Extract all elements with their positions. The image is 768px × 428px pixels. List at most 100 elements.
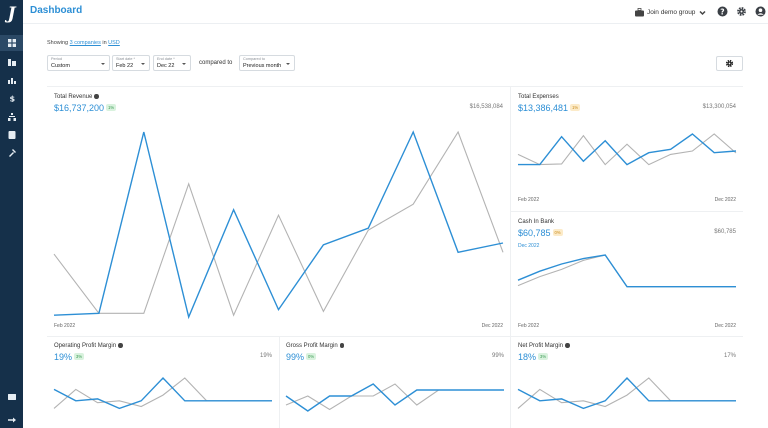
expenses-line-chart[interactable]: [517, 133, 737, 168]
join-demo-group-label: Join demo group: [647, 8, 696, 16]
briefcase-icon: [635, 7, 644, 16]
dollar-icon: $: [9, 94, 15, 102]
comparison-value: $13,300,054: [702, 104, 736, 110]
divider: [511, 211, 743, 212]
join-demo-group-button[interactable]: Join demo group: [635, 4, 711, 20]
gear-icon[interactable]: [736, 6, 747, 17]
current-period-line[interactable]: [53, 130, 504, 320]
change-badge: 3%: [538, 353, 549, 360]
comparison-period-line[interactable]: [517, 377, 736, 409]
app-logo[interactable]: J: [7, 4, 16, 24]
compared-to-select[interactable]: Compared to Previous month: [239, 55, 295, 71]
operating-profit-margin-card[interactable]: Operating Profit Margin 19% 3% 19%: [53, 343, 272, 428]
sidebar-item-tools[interactable]: [0, 145, 23, 161]
operating-margin-line-chart[interactable]: [53, 376, 272, 416]
comparison-value: $60,785: [714, 229, 736, 235]
divider: [47, 86, 743, 87]
showing-prefix: Showing: [47, 40, 69, 46]
start-date-select[interactable]: Start date * Feb 22: [112, 55, 150, 71]
change-badge: 1%: [570, 104, 581, 111]
card-value: 19% 3%: [54, 352, 85, 362]
logout-icon: [7, 417, 16, 423]
sidebar-item-charts[interactable]: [0, 72, 23, 88]
sidebar-item-logout[interactable]: [0, 412, 23, 428]
cash-in-bank-card[interactable]: Cash In Bank $60,785 0% $60,785 Dec 2022 …: [517, 219, 736, 329]
current-period-line[interactable]: [285, 383, 504, 412]
comparison-period-line[interactable]: [517, 133, 737, 166]
gross-profit-margin-card[interactable]: Gross Profit Margin 99% 0% 99%: [285, 343, 504, 428]
dashboard-settings-button[interactable]: [716, 56, 743, 71]
revenue-line-chart[interactable]: [53, 130, 504, 320]
companies-link[interactable]: 3 companies: [69, 40, 101, 46]
svg-text:$: $: [9, 94, 15, 102]
sidebar-item-inbox[interactable]: [0, 389, 23, 405]
end-date-label: End date *: [157, 57, 175, 61]
compared-to-label: Compared to: [243, 57, 265, 61]
cash-line-chart[interactable]: [517, 254, 736, 291]
card-value: 99% 0%: [286, 352, 317, 362]
showing-text: Showing 3 companies in USD: [47, 40, 120, 46]
current-period-line[interactable]: [518, 133, 737, 166]
change-badge: 1%: [106, 104, 117, 111]
end-date-value: Dec 22: [157, 63, 175, 69]
period-select-value: Custom: [51, 63, 70, 69]
caret-down-icon: [141, 63, 145, 65]
sidebar-item-network[interactable]: [0, 109, 23, 125]
x-axis-start-label: Feb 2022: [54, 323, 76, 329]
info-icon[interactable]: [118, 343, 123, 348]
help-icon[interactable]: ?: [717, 6, 728, 17]
info-icon[interactable]: [565, 343, 570, 348]
caret-down-icon: [286, 63, 290, 65]
compared-to-value: Previous month: [243, 63, 282, 69]
current-period-line[interactable]: [517, 376, 736, 410]
caret-down-icon: [182, 63, 186, 65]
current-period-line[interactable]: [517, 254, 736, 288]
balance-date: Dec 2022: [518, 243, 540, 249]
card-title: Gross Profit Margin: [286, 343, 345, 349]
card-value: $60,785 0%: [518, 228, 563, 238]
comparison-value: 17%: [723, 353, 736, 359]
divider: [510, 86, 511, 428]
period-select[interactable]: Period Custom: [47, 55, 110, 71]
net-profit-margin-card[interactable]: Net Profit Margin 18% 3% 17%: [517, 343, 736, 428]
change-badge: 0%: [552, 229, 563, 236]
caret-down-icon: [101, 63, 105, 65]
account-icon[interactable]: [755, 6, 766, 17]
total-revenue-card[interactable]: Total Revenue $16,737,200 1% $16,538,084 …: [53, 94, 504, 329]
compared-to-text: compared to: [199, 60, 233, 66]
current-period-line[interactable]: [53, 376, 272, 410]
end-date-select[interactable]: End date * Dec 22: [153, 55, 191, 71]
x-axis-end-label: Dec 2022: [481, 323, 503, 329]
info-icon[interactable]: [339, 343, 345, 348]
card-value: $16,737,200 1%: [54, 103, 117, 113]
card-title: Total Revenue: [54, 94, 99, 100]
start-date-value: Feb 22: [116, 63, 134, 69]
chevron-down-icon: [699, 10, 706, 15]
sidebar-item-reports[interactable]: [0, 54, 23, 70]
info-icon[interactable]: [94, 94, 99, 99]
sidebar-item-dashboard[interactable]: [0, 35, 23, 51]
start-date-label: Start date *: [116, 57, 135, 61]
gross-margin-line-chart[interactable]: [285, 383, 504, 414]
top-bar: Dashboard Join demo group ?: [23, 0, 768, 24]
comparison-period-line[interactable]: [53, 130, 504, 317]
comparison-value: 99%: [491, 353, 504, 359]
document-icon: [8, 131, 15, 139]
reports-icon: [7, 59, 16, 66]
card-title: Cash In Bank: [518, 219, 555, 225]
sidebar-item-documents[interactable]: [0, 127, 23, 143]
net-margin-line-chart[interactable]: [517, 376, 736, 416]
card-value: $13,386,481 1%: [518, 103, 581, 113]
divider: [279, 337, 280, 428]
total-expenses-card[interactable]: Total Expenses $13,386,481 1% $13,300,054…: [517, 94, 737, 203]
dashboard-icon: [7, 39, 16, 47]
sidebar-item-finance[interactable]: $: [0, 90, 23, 106]
comparison-value: 19%: [259, 353, 272, 359]
currency-link[interactable]: USD: [108, 40, 120, 46]
gear-icon: [725, 59, 734, 68]
in-word: in: [102, 40, 107, 46]
comparison-period-line[interactable]: [53, 377, 272, 409]
period-select-label: Period: [51, 57, 62, 61]
comparison-period-line[interactable]: [517, 254, 736, 288]
change-badge: 0%: [306, 353, 317, 360]
